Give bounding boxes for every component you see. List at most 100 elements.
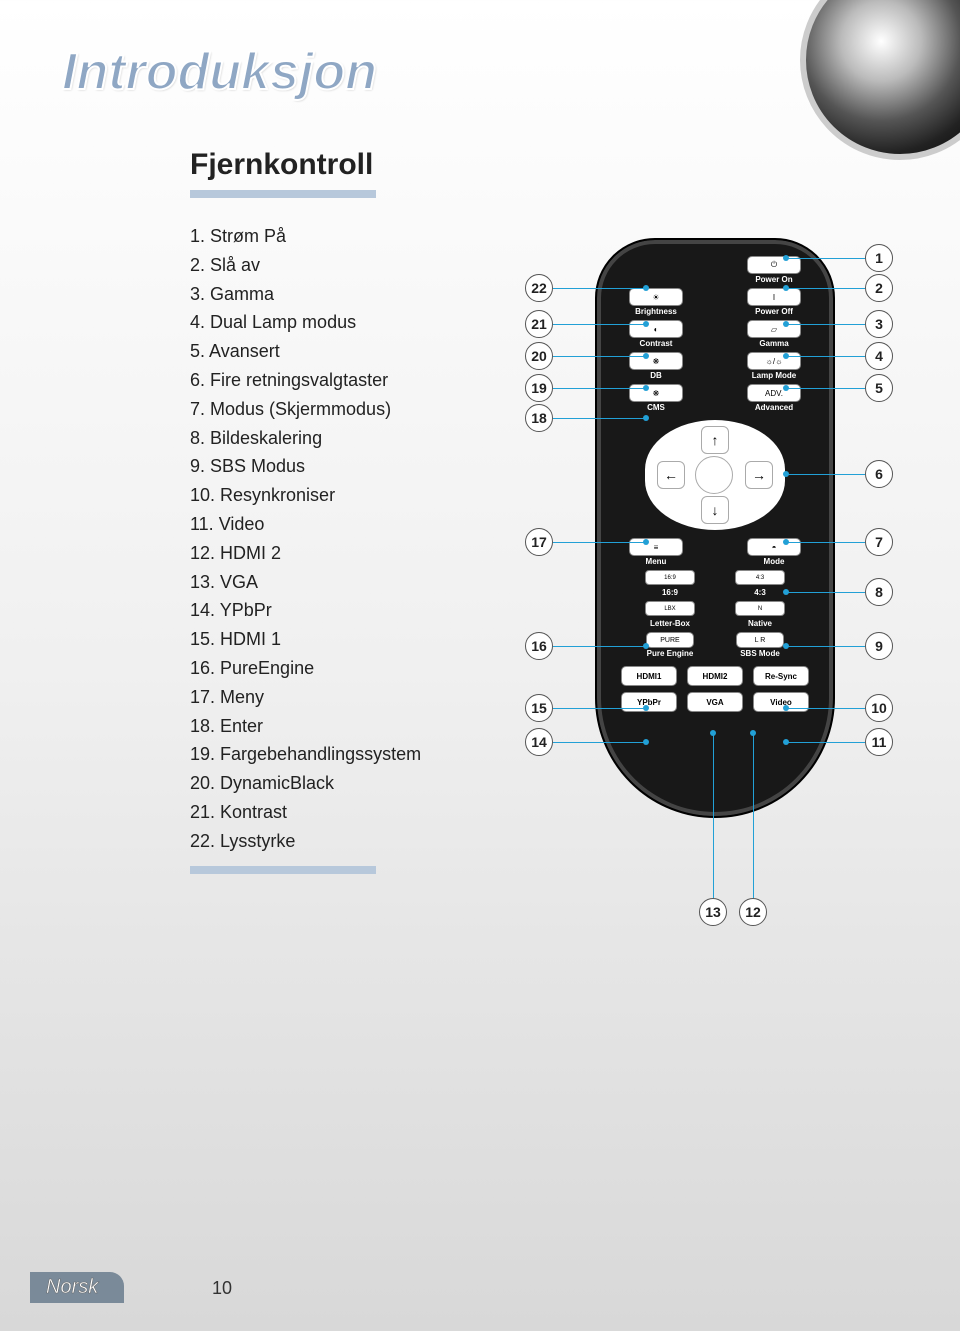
callout-line [785,388,865,389]
callout-number: 12 [739,898,767,926]
callout-number: 7 [865,528,893,556]
pure-engine-button[interactable]: PURE [646,632,694,648]
cms-label: CMS [647,403,665,412]
callout-number: 1 [865,244,893,272]
callout-number: 4 [865,342,893,370]
callout-line [785,474,865,475]
callout-dot [710,730,716,736]
nav-enter-button[interactable]: ↵ [695,456,733,494]
callout-vline [713,733,714,898]
callout-line [785,324,865,325]
gamma-label: Gamma [759,339,788,348]
lamp-mode-button[interactable]: ☼/☼ [747,352,801,370]
gamma-button[interactable]: ▱ [747,320,801,338]
callout-number: 22 [525,274,553,302]
callout-line [553,388,645,389]
advanced-button[interactable]: ADV. [747,384,801,402]
callout-line [553,418,645,419]
callout-number: 2 [865,274,893,302]
callout-number: 17 [525,528,553,556]
mode-label: Mode [764,557,785,566]
ypbpr-button[interactable]: YPbPr [621,692,677,712]
callout-dot [643,415,649,421]
callout-dot [783,353,789,359]
callout-number: 20 [525,342,553,370]
callout-number: 6 [865,460,893,488]
callout-line [785,742,865,743]
divider-bottom [190,866,376,874]
vga-button[interactable]: VGA [687,692,743,712]
callout-number: 3 [865,310,893,338]
nav-up-button[interactable]: ↑ [701,426,729,454]
callout-number: 13 [699,898,727,926]
aspect-43-button[interactable]: 4:3 [735,570,785,585]
callout-number: 21 [525,310,553,338]
footer-language: Norsk [30,1272,124,1303]
contrast-button[interactable]: ◐ [629,320,683,338]
resync-button[interactable]: Re-Sync [753,666,809,686]
power-off-button[interactable]: I [747,288,801,306]
callout-number: 10 [865,694,893,722]
nav-left-button[interactable]: ← [657,461,685,489]
nav-pad: ↑ ↓ ← → ↵ [645,420,785,530]
callout-number: 19 [525,374,553,402]
section-title: Fjernkontroll [190,148,910,182]
callout-line [785,542,865,543]
aspect-169-label: 16:9 [662,588,678,597]
db-button[interactable]: ❋ [629,352,683,370]
mode-button[interactable]: ◓ [747,538,801,556]
callout-dot [643,705,649,711]
contrast-label: Contrast [640,339,673,348]
corner-lens-graphic [800,0,960,160]
callout-dot [783,321,789,327]
hdmi1-button[interactable]: HDMI1 [621,666,677,686]
callout-dot [643,643,649,649]
aspect-169-button[interactable]: 16:9 [645,570,695,585]
callout-number: 8 [865,578,893,606]
pure-engine-label: Pure Engine [647,649,694,658]
power-off-label: Power Off [755,307,793,316]
native-button[interactable]: N [735,601,785,616]
menu-button[interactable]: ≡ [629,538,683,556]
callout-line [785,708,865,709]
callout-number: 9 [865,632,893,660]
callout-line [553,288,645,289]
callout-dot [783,643,789,649]
sbs-mode-button[interactable]: L R [736,632,784,648]
callout-number: 16 [525,632,553,660]
hdmi2-button[interactable]: HDMI2 [687,666,743,686]
cms-button[interactable]: ❋ [629,384,683,402]
callout-number: 18 [525,404,553,432]
callout-dot [783,285,789,291]
nav-right-button[interactable]: → [745,461,773,489]
callout-dot [750,730,756,736]
callout-line [785,356,865,357]
menu-label: Menu [646,557,667,566]
callout-dot [783,739,789,745]
aspect-43-label: 4:3 [754,588,766,597]
power-on-label: Power On [755,275,792,284]
callout-dot [643,285,649,291]
callout-line [553,708,645,709]
callout-dot [783,589,789,595]
db-label: DB [650,371,662,380]
letterbox-button[interactable]: LBX [645,601,695,616]
callout-number: 11 [865,728,893,756]
callout-line [553,742,645,743]
callout-line [553,646,645,647]
nav-down-button[interactable]: ↓ [701,496,729,524]
callout-vline [753,733,754,898]
brightness-button[interactable]: ☀ [629,288,683,306]
callout-line [553,324,645,325]
video-button[interactable]: Video [753,692,809,712]
sbs-mode-label: SBS Mode [740,649,780,658]
callout-line [553,356,645,357]
callout-line [553,542,645,543]
callout-dot [783,385,789,391]
page-title: Introduksjon [62,42,377,102]
callout-dot [783,471,789,477]
letterbox-label: Letter-Box [650,619,690,628]
callout-line [785,646,865,647]
callout-dot [783,705,789,711]
advanced-label: Advanced [755,403,793,412]
